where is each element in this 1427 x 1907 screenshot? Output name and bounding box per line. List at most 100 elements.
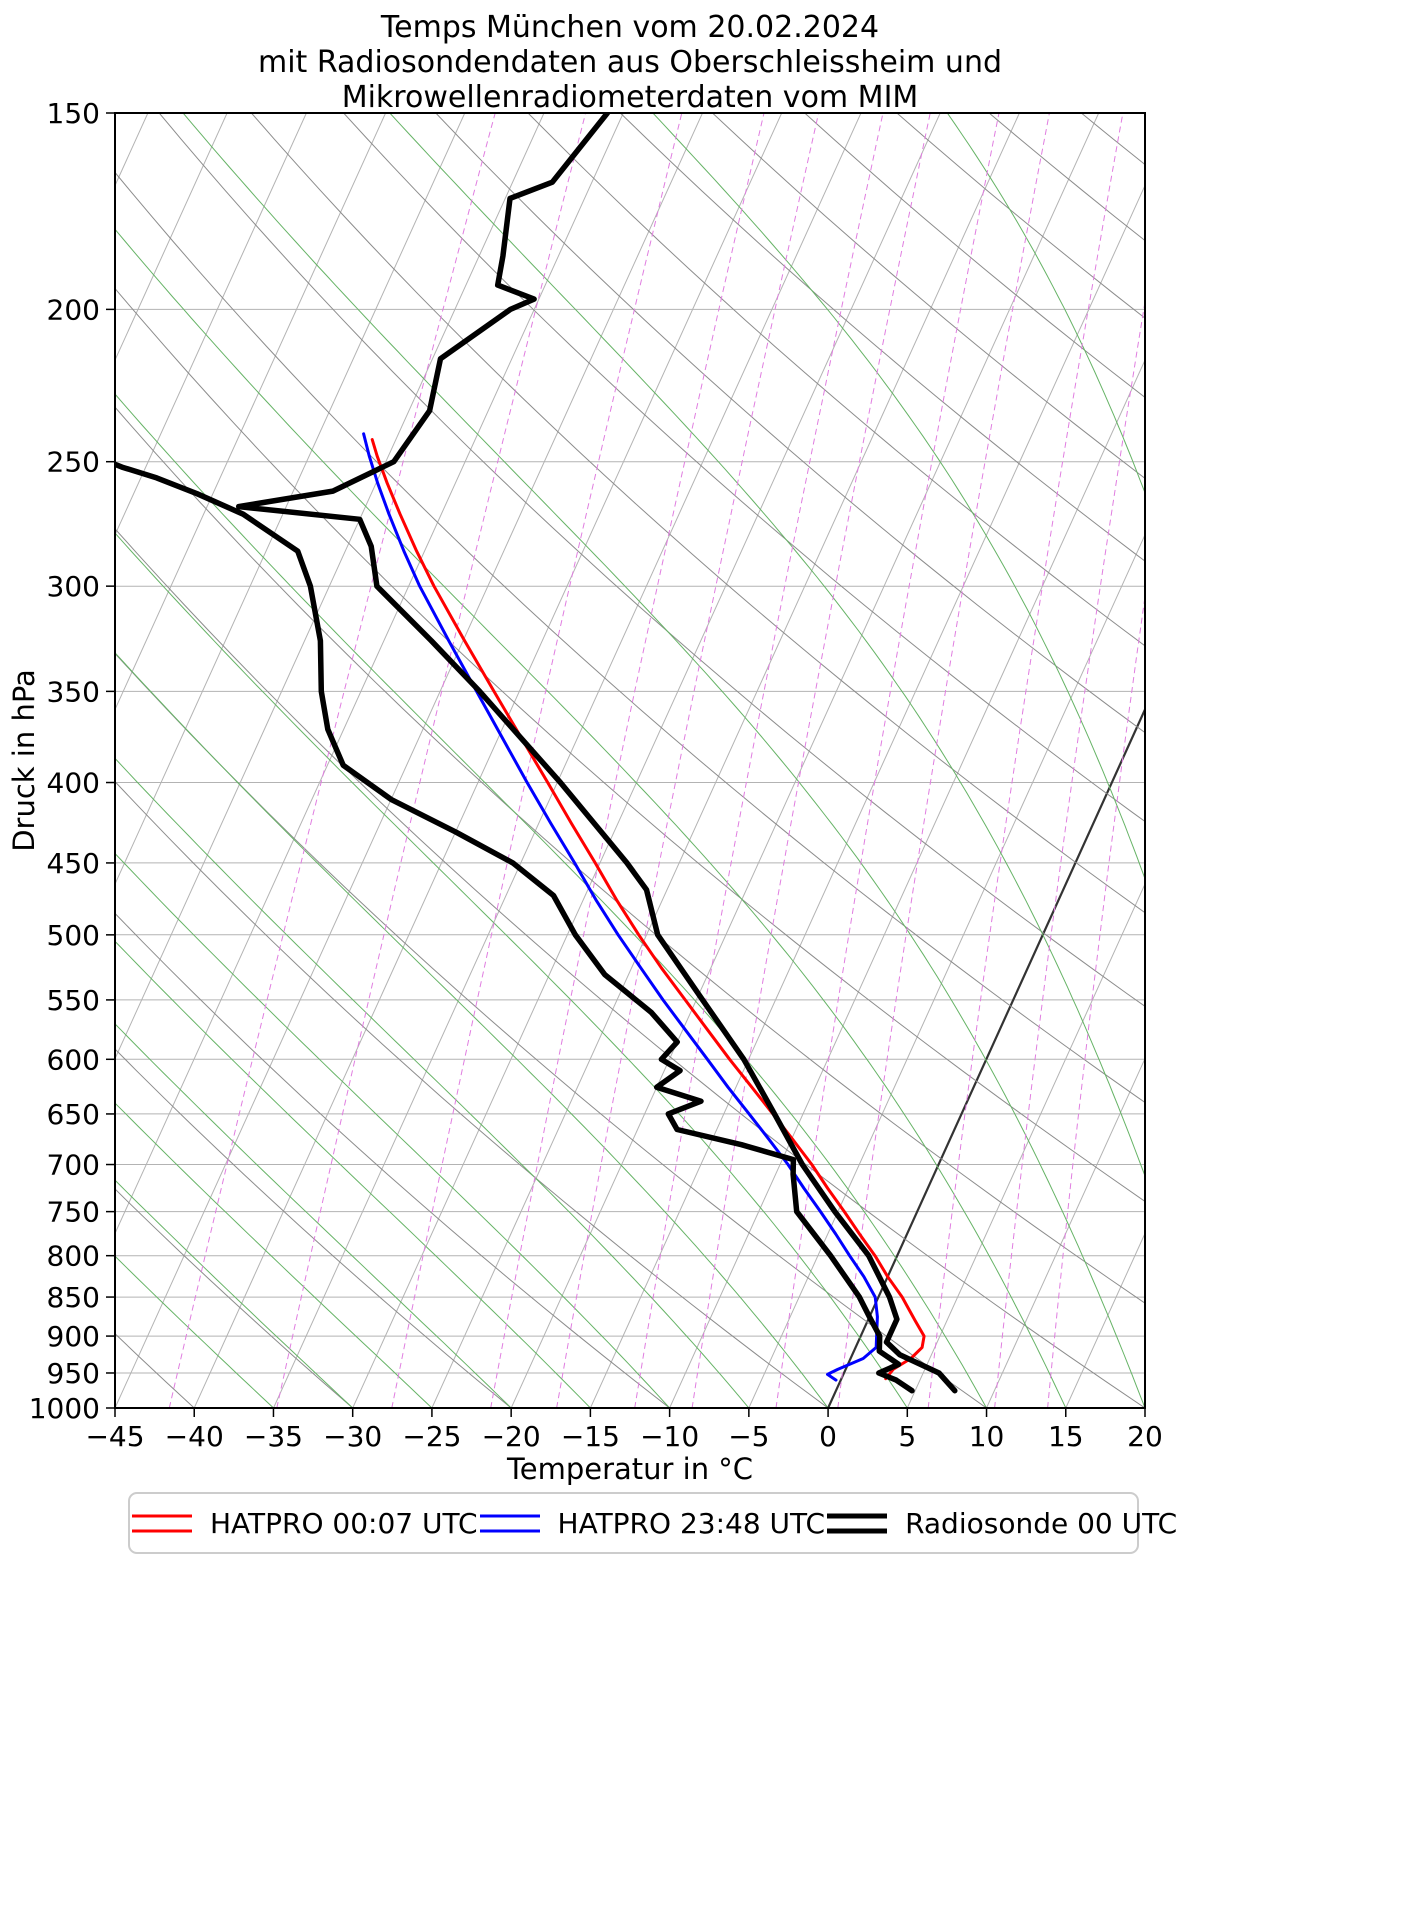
y-tick-label: 400 [47,767,100,800]
mixing-ratio-line [1047,593,1145,1408]
chart-title-line2: mit Radiosondendaten aus Oberschleisshei… [257,45,1003,80]
series-hatpro-0007 [370,438,926,1381]
mixing-ratio-line [837,113,1050,1408]
mixing-ratio-line [1326,113,1427,1408]
y-axis-label: Druck in hPa [7,669,41,852]
isotherm-line [115,113,545,1060]
dry-adiabat-line [896,113,1145,319]
isotherm-line [1224,113,1427,1408]
isotherm-line [1304,113,1427,1408]
y-tick-label: 900 [47,1320,100,1353]
moist-adiabat-line [115,1023,512,1408]
legend-line-sample [132,1514,192,1533]
x-tick-label: −45 [85,1420,144,1453]
isotherm-line [1065,1232,1145,1408]
y-tick-label: 950 [47,1357,100,1390]
mixing-ratio-line [556,113,820,1408]
y-tick-label: 450 [47,847,100,880]
isotherm-zero-line [827,706,1145,1408]
mixing-ratio-line [691,113,931,1408]
x-tick-label: 0 [819,1420,837,1453]
dry-adiabat-line [712,113,1145,479]
x-tick-label: −30 [323,1420,382,1453]
mixing-ratio-line [490,113,765,1408]
isotherm-line [193,113,783,1408]
y-tick-label: 300 [47,570,100,603]
isotherm-line [431,113,1020,1408]
mixing-ratio-line [1147,113,1300,1408]
dry-adiabat-line [158,113,1145,1007]
y-tick-label: 150 [47,97,100,130]
legend-label: HATPRO 23:48 UTC [557,1506,826,1540]
y-tick-label: 750 [47,1196,100,1229]
isotherm-line [1144,1406,1145,1408]
isotherm-line [115,113,387,711]
legend-item: HATPRO 00:07 UTC [130,1507,478,1540]
x-tick-label: 20 [1127,1420,1163,1453]
legend-line-sample [827,1513,888,1534]
y-tick-label: 650 [47,1098,100,1131]
chart-title-line1: Temps München vom 20.02.2024 [380,10,880,45]
dry-adiabat-line [115,780,829,1408]
moist-adiabat-line [115,852,670,1408]
moist-adiabat-line [115,757,750,1408]
y-tick-label: 700 [47,1149,100,1182]
dry-adiabat-line [435,113,1145,734]
isotherm-line [115,113,307,537]
moist-adiabat-line [1191,113,1427,1408]
isotherm-line [986,1057,1145,1408]
moist-adiabat-line [115,1255,274,1408]
isotherm-line [115,113,703,1408]
isotherm-line [1383,113,1427,1408]
x-tick-label: 5 [898,1420,916,1453]
y-tick-label: 800 [47,1240,100,1273]
isotherm-line [669,358,1145,1408]
chart-title-line3: Mikrowellenradiometerdaten vom MIM [341,80,919,115]
y-tick-label: 600 [47,1043,100,1076]
mixing-ratio-line [927,113,1124,1408]
x-tick-label: −5 [728,1420,769,1453]
moist-adiabat-line [115,1102,433,1408]
chart-title: Temps München vom 20.02.2024 mit Radioso… [115,10,1145,115]
moist-adiabat-line [115,532,908,1408]
dry-adiabat-line [115,1048,512,1408]
y-tick-label: 500 [47,919,100,952]
isotherm-line [115,113,228,362]
dry-adiabat-line [527,113,1145,647]
dry-adiabat-line [251,113,1145,914]
legend-label: Radiosonde 00 UTC [905,1506,1178,1540]
x-tick-label: 10 [969,1420,1005,1453]
legend-item: HATPRO 23:48 UTC [478,1506,826,1540]
isotherm-line [589,184,1145,1408]
x-tick-label: −10 [640,1420,699,1453]
legend-line-sample [479,1514,540,1533]
dry-adiabat-line [1080,113,1145,166]
x-tick-label: −25 [402,1420,461,1453]
x-tick-label: −20 [482,1420,541,1453]
isotherm-line [115,113,624,1235]
mixing-ratio-line [276,113,587,1408]
plot-border [114,112,1146,1409]
x-axis-label: Temperatur in °C [506,1452,754,1486]
legend: HATPRO 00:07 UTC HATPRO 23:48 UTC Radioson… [128,1492,1177,1554]
moist-adiabat-line [115,940,591,1408]
dry-adiabat-line [115,287,1145,1203]
mixing-ratio-line [994,299,1145,1408]
dry-adiabat-line [115,406,1145,1304]
moist-adiabat-line [652,113,1145,881]
mixing-ratio-line [168,113,496,1408]
x-tick-label: −15 [561,1420,620,1453]
x-tick-label: −40 [165,1420,224,1453]
y-tick-label: 850 [47,1281,100,1314]
dry-adiabat-line [1174,113,1427,1408]
isotherm-line [273,113,862,1408]
moist-adiabat-line [182,113,1145,1408]
moist-adiabat-line [115,652,829,1408]
isotherm-line [352,113,941,1408]
isotherm-line [906,882,1145,1408]
dry-adiabat-line [115,171,1145,1104]
dry-adiabat-line [988,113,1145,242]
legend-item: Radiosonde 00 UTC [825,1507,1177,1540]
